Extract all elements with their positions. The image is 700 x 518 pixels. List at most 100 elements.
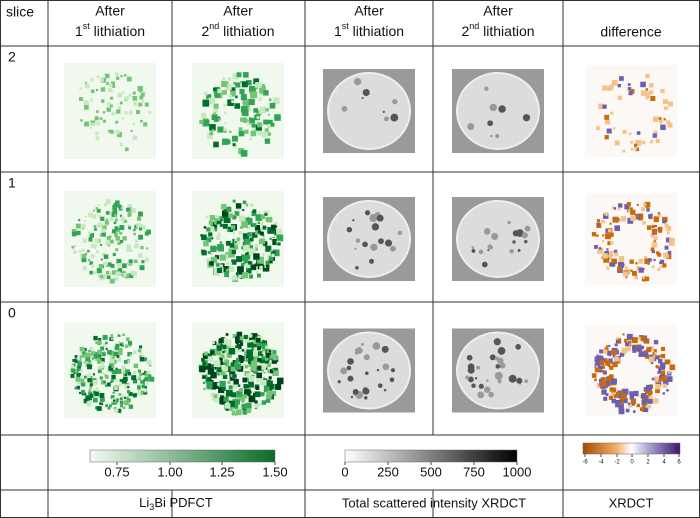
pixel [116,355,120,358]
pixel [248,359,253,365]
void [467,123,475,131]
pixel [605,345,608,348]
pixel [115,76,120,80]
pixel [245,263,251,269]
pixel [211,237,214,240]
pixel [601,369,605,373]
pixel [117,105,121,110]
void [364,210,371,216]
pixel [87,377,92,383]
pixel [100,402,104,406]
column-header: After [223,3,253,19]
pixel [219,223,223,227]
pixel [249,85,255,92]
pixel [139,351,143,355]
pixel [118,393,122,396]
pixel [646,225,652,230]
void [489,246,494,250]
pixel [131,375,137,381]
pixel [214,397,220,403]
pixel [127,351,132,357]
pixel [122,91,125,94]
pixel [114,276,119,282]
pixel [144,372,148,375]
void [522,114,531,122]
pixel [206,237,212,243]
pixel [217,232,221,236]
pixel [103,203,108,207]
pixel [262,265,270,272]
pixel [247,245,254,251]
pixel [222,387,226,391]
pixel [248,98,255,106]
pixel [622,388,629,395]
pixel [599,365,603,370]
pixel [133,259,138,264]
pixel [213,261,219,267]
pixel [254,263,258,267]
pixel [209,124,216,131]
pixel [217,126,224,133]
pixel [124,147,129,152]
void [517,248,521,252]
pixel [222,344,227,350]
pixel [82,238,87,243]
pixel [272,97,280,105]
colorbar-tick-label: 250 [377,464,399,479]
pixel [626,333,633,340]
void [389,245,396,252]
pixel [234,399,240,405]
pixel [610,111,614,115]
pixel [217,373,220,376]
pixel [226,349,230,353]
pixel [100,346,105,351]
pixel [603,396,608,401]
pixel [114,226,119,231]
void [478,249,484,255]
pixel [200,234,203,237]
pixel [101,252,106,257]
pixel [607,375,612,381]
pixel [107,349,112,355]
pixel [239,388,242,392]
pixel [115,236,121,241]
pixel [103,380,106,384]
pixel [250,333,258,340]
pixel [80,375,83,379]
pixel [239,271,243,275]
footer-label: Li3Bi PDFCT [139,495,213,512]
pixel [664,223,669,228]
pixel [246,358,249,361]
pixel [258,97,263,102]
pixel [248,117,252,120]
image-panel [64,191,156,287]
pixel [616,337,619,340]
pixel [253,340,258,345]
pixel [628,340,632,344]
ordinal-sup: st [342,21,350,31]
pixel [213,141,219,148]
pixel [201,357,205,362]
pixel [98,402,102,405]
pixel [146,360,152,366]
image-panel [452,197,544,281]
pixel [95,207,98,210]
pixel [114,401,118,405]
pixel [629,391,634,396]
pixel [254,391,261,398]
pixel [199,366,206,373]
pixel [76,357,80,361]
pixel [617,261,624,268]
pixel [209,378,212,382]
pixel [611,206,615,209]
pixel [138,211,143,217]
void [382,363,390,371]
pixel [622,271,629,277]
pixel [248,354,254,360]
pixel [263,90,269,96]
pixel [248,379,254,385]
pixel [214,348,222,356]
pixel [595,365,598,368]
pixel [649,90,654,95]
pixel [74,358,80,364]
